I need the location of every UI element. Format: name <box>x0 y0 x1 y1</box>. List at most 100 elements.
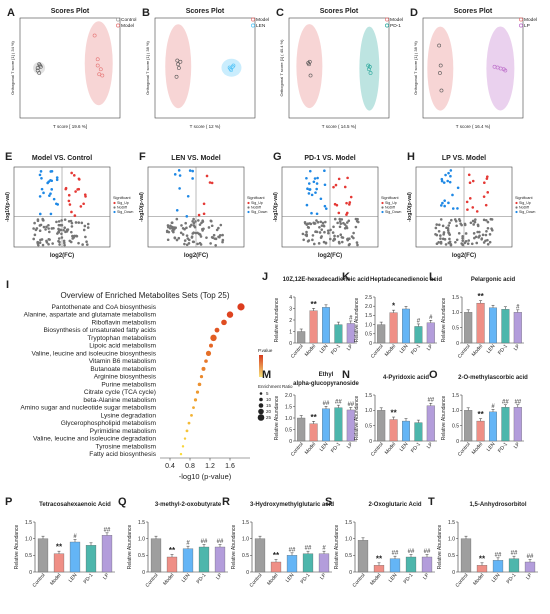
volcano-point-up <box>475 210 479 213</box>
volcano-point-nodiff <box>63 218 67 221</box>
pathway-label: Tyrosine metabolism <box>96 443 157 450</box>
volcano-point-nodiff <box>33 221 36 225</box>
volcano-point-nodiff <box>447 231 450 234</box>
volcano-point-nodiff <box>464 232 468 235</box>
enrichment-dot <box>185 429 189 433</box>
volcano-point-nodiff <box>192 224 196 227</box>
volcano-point-nodiff <box>70 221 74 225</box>
volcano-point-nodiff <box>323 230 326 234</box>
category-label: PD-1 <box>410 343 422 356</box>
legend-label: LP <box>524 23 530 29</box>
legend-marker <box>381 206 384 209</box>
volcano-point-nodiff <box>81 243 84 246</box>
volcano-point-nodiff <box>47 227 50 230</box>
volcano-point-up <box>486 175 489 178</box>
volcano-point-down <box>173 173 177 176</box>
y-tick-label: 0 <box>369 341 372 347</box>
volcano-point-nodiff <box>329 228 332 232</box>
bar <box>85 545 97 573</box>
category-label: Model <box>266 572 279 586</box>
y-tick-label: 1.5 <box>448 520 455 526</box>
ratio-legend-label: 5 <box>266 391 269 396</box>
volcano-point-up <box>67 199 71 203</box>
volcano-point-down <box>451 207 455 210</box>
significance-mark: ** <box>390 409 397 418</box>
volcano-point-nodiff <box>443 238 447 241</box>
pathway-label: Butanoate metabolism <box>90 366 156 373</box>
enrichment-dot <box>209 343 213 348</box>
volcano-point-nodiff <box>331 231 335 234</box>
pvalue-legend-title: P.value <box>258 348 273 353</box>
bar-chart-m: Ethyl alpha-glucopyranoside 0 0.5 1.0 1.5 2.0 R… <box>274 372 359 458</box>
bar <box>389 419 398 442</box>
volcano-point-up <box>348 203 351 206</box>
volcano-point-nodiff <box>83 224 87 228</box>
volcano-point-nodiff <box>173 236 177 240</box>
volcano-point-nodiff <box>210 219 213 223</box>
ratio-legend-label: 10 <box>266 397 272 402</box>
volcano-point-nodiff <box>355 241 359 244</box>
volcano-point-nodiff <box>455 224 458 228</box>
y-tick-label: 1.0 <box>242 536 249 542</box>
pathway-label: Pantothenate and CoA biosynthesis <box>52 304 157 311</box>
volcano-point-nodiff <box>221 240 224 244</box>
volcano-point-nodiff <box>55 220 58 224</box>
category-label: Control <box>370 441 385 457</box>
volcano-point-nodiff <box>198 233 202 236</box>
score-point <box>176 66 181 70</box>
y-tick-label: 1.5 <box>345 520 352 526</box>
volcano-point-nodiff <box>324 242 328 245</box>
confidence-ellipse <box>427 26 454 111</box>
volcano-point-nodiff <box>217 226 220 230</box>
volcano-point-nodiff <box>183 227 186 231</box>
legend-label: Sig_Up <box>251 201 263 205</box>
category-label: Model <box>304 441 317 455</box>
volcano-point-up <box>82 202 85 206</box>
category-label: LP <box>422 572 431 581</box>
volcano-point-nodiff <box>348 242 351 246</box>
bar <box>322 408 330 442</box>
volcano-point-nodiff <box>174 226 177 229</box>
volcano-point-nodiff <box>454 240 457 244</box>
volcano-point-up <box>337 177 341 181</box>
volcano-point-nodiff <box>332 225 335 229</box>
volcano-point-nodiff <box>191 232 195 235</box>
volcano-point-nodiff <box>444 243 448 246</box>
category-label: PD-1 <box>330 343 342 356</box>
volcano-point-down <box>55 176 59 179</box>
x-axis-label: -log10 (p-value) <box>179 472 232 481</box>
volcano-point-nodiff <box>490 218 494 221</box>
volcano-point-nodiff <box>472 223 475 226</box>
significance-mark: # <box>322 546 326 552</box>
legend-label: Sig_Up <box>519 201 531 205</box>
category-label: PD-1 <box>403 572 415 585</box>
y-tick-label: 1.0 <box>345 536 352 542</box>
bar-chart-l: Pelargonic acid 0 0.5 1.0 1.5 Relative Abunda… <box>441 277 524 360</box>
volcano-point-nodiff <box>326 229 330 232</box>
category-label: LEN <box>388 572 399 584</box>
volcano-point-nodiff <box>36 219 40 223</box>
volcano-point-nodiff <box>439 242 443 245</box>
category-label: Control <box>249 572 264 588</box>
panel-letter-s: S <box>325 496 332 508</box>
x-tick-label: 1.2 <box>205 463 215 470</box>
bar <box>334 324 343 344</box>
volcano-point-nodiff <box>73 234 76 238</box>
volcano-point-nodiff <box>169 224 172 228</box>
category-label: LEN <box>486 441 497 453</box>
category-label: Model <box>384 441 397 455</box>
panel-letter-g: G <box>273 151 282 163</box>
volcano-point-up <box>484 203 488 207</box>
bar <box>334 407 343 442</box>
x-tick-label: 0.8 <box>185 463 195 470</box>
volcano-point-nodiff <box>37 243 40 247</box>
enrichment-dot <box>214 327 220 333</box>
bar <box>182 548 194 573</box>
plot-frame <box>422 17 524 119</box>
significance-mark: ## <box>527 554 534 560</box>
category-label: Model <box>384 343 397 357</box>
enrichment-dot <box>226 311 234 318</box>
volcano-point-nodiff <box>210 224 214 228</box>
volcano-point-up <box>337 211 341 215</box>
volcano-point-nodiff <box>345 225 348 228</box>
